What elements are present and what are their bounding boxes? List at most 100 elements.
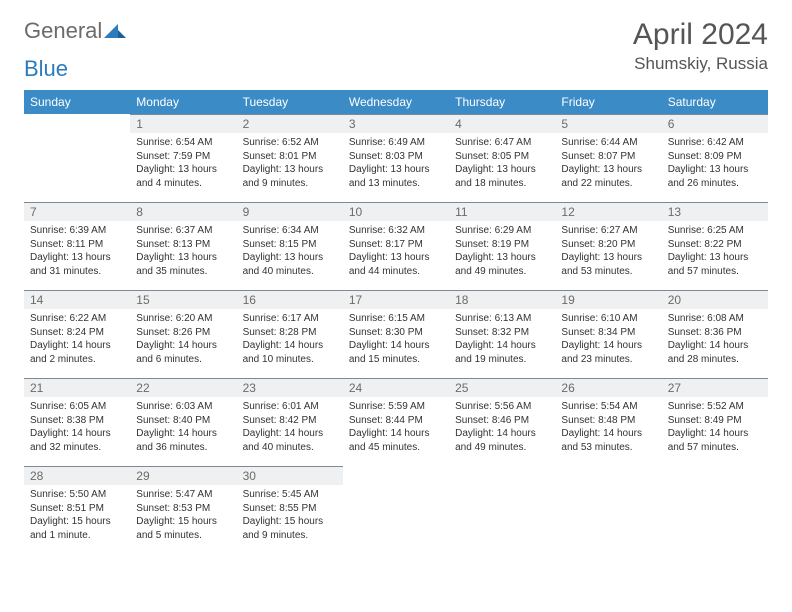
calendar-table: SundayMondayTuesdayWednesdayThursdayFrid… [24, 90, 768, 554]
day-details: Sunrise: 6:05 AMSunset: 8:38 PMDaylight:… [24, 397, 130, 460]
calendar-cell: 2Sunrise: 6:52 AMSunset: 8:01 PMDaylight… [237, 114, 343, 202]
day-number: 21 [24, 378, 130, 397]
dow-header: Thursday [449, 90, 555, 114]
calendar-cell: 22Sunrise: 6:03 AMSunset: 8:40 PMDayligh… [130, 378, 236, 466]
day-details: Sunrise: 6:10 AMSunset: 8:34 PMDaylight:… [555, 309, 661, 372]
day-details: Sunrise: 6:29 AMSunset: 8:19 PMDaylight:… [449, 221, 555, 284]
day-details: Sunrise: 6:27 AMSunset: 8:20 PMDaylight:… [555, 221, 661, 284]
day-number: 24 [343, 378, 449, 397]
day-number: 1 [130, 114, 236, 133]
day-number: 17 [343, 290, 449, 309]
dow-header: Monday [130, 90, 236, 114]
calendar-cell: 6Sunrise: 6:42 AMSunset: 8:09 PMDaylight… [662, 114, 768, 202]
day-number: 14 [24, 290, 130, 309]
calendar-cell: 1Sunrise: 6:54 AMSunset: 7:59 PMDaylight… [130, 114, 236, 202]
calendar-cell [662, 466, 768, 554]
calendar-cell: 16Sunrise: 6:17 AMSunset: 8:28 PMDayligh… [237, 290, 343, 378]
calendar-cell: 3Sunrise: 6:49 AMSunset: 8:03 PMDaylight… [343, 114, 449, 202]
day-details: Sunrise: 6:25 AMSunset: 8:22 PMDaylight:… [662, 221, 768, 284]
day-details: Sunrise: 6:15 AMSunset: 8:30 PMDaylight:… [343, 309, 449, 372]
day-details: Sunrise: 6:42 AMSunset: 8:09 PMDaylight:… [662, 133, 768, 196]
location: Shumskiy, Russia [633, 54, 768, 74]
day-number: 8 [130, 202, 236, 221]
calendar-cell: 13Sunrise: 6:25 AMSunset: 8:22 PMDayligh… [662, 202, 768, 290]
calendar-cell: 26Sunrise: 5:54 AMSunset: 8:48 PMDayligh… [555, 378, 661, 466]
day-details: Sunrise: 6:08 AMSunset: 8:36 PMDaylight:… [662, 309, 768, 372]
calendar-cell: 29Sunrise: 5:47 AMSunset: 8:53 PMDayligh… [130, 466, 236, 554]
calendar-cell: 30Sunrise: 5:45 AMSunset: 8:55 PMDayligh… [237, 466, 343, 554]
calendar-cell [343, 466, 449, 554]
day-number: 28 [24, 466, 130, 485]
day-details: Sunrise: 6:39 AMSunset: 8:11 PMDaylight:… [24, 221, 130, 284]
day-details: Sunrise: 6:01 AMSunset: 8:42 PMDaylight:… [237, 397, 343, 460]
day-details: Sunrise: 6:22 AMSunset: 8:24 PMDaylight:… [24, 309, 130, 372]
day-details: Sunrise: 6:34 AMSunset: 8:15 PMDaylight:… [237, 221, 343, 284]
day-details: Sunrise: 6:44 AMSunset: 8:07 PMDaylight:… [555, 133, 661, 196]
calendar-cell [555, 466, 661, 554]
day-details: Sunrise: 5:45 AMSunset: 8:55 PMDaylight:… [237, 485, 343, 548]
calendar-cell: 15Sunrise: 6:20 AMSunset: 8:26 PMDayligh… [130, 290, 236, 378]
day-number: 19 [555, 290, 661, 309]
calendar-page: General April 2024 Shumskiy, Russia Blue… [0, 0, 792, 572]
calendar-cell: 25Sunrise: 5:56 AMSunset: 8:46 PMDayligh… [449, 378, 555, 466]
calendar-cell: 19Sunrise: 6:10 AMSunset: 8:34 PMDayligh… [555, 290, 661, 378]
calendar-cell: 12Sunrise: 6:27 AMSunset: 8:20 PMDayligh… [555, 202, 661, 290]
day-details: Sunrise: 5:54 AMSunset: 8:48 PMDaylight:… [555, 397, 661, 460]
calendar-cell: 21Sunrise: 6:05 AMSunset: 8:38 PMDayligh… [24, 378, 130, 466]
day-number: 26 [555, 378, 661, 397]
calendar-week-row: 21Sunrise: 6:05 AMSunset: 8:38 PMDayligh… [24, 378, 768, 466]
calendar-header-row: SundayMondayTuesdayWednesdayThursdayFrid… [24, 90, 768, 114]
day-number: 27 [662, 378, 768, 397]
day-number: 3 [343, 114, 449, 133]
dow-header: Tuesday [237, 90, 343, 114]
calendar-cell: 14Sunrise: 6:22 AMSunset: 8:24 PMDayligh… [24, 290, 130, 378]
logo-text-blue: Blue [24, 56, 68, 81]
day-details: Sunrise: 6:13 AMSunset: 8:32 PMDaylight:… [449, 309, 555, 372]
calendar-cell: 24Sunrise: 5:59 AMSunset: 8:44 PMDayligh… [343, 378, 449, 466]
calendar-cell: 7Sunrise: 6:39 AMSunset: 8:11 PMDaylight… [24, 202, 130, 290]
dow-header: Saturday [662, 90, 768, 114]
title-block: April 2024 Shumskiy, Russia [633, 18, 768, 74]
day-number: 16 [237, 290, 343, 309]
day-details: Sunrise: 6:03 AMSunset: 8:40 PMDaylight:… [130, 397, 236, 460]
month-title: April 2024 [633, 18, 768, 52]
calendar-cell: 10Sunrise: 6:32 AMSunset: 8:17 PMDayligh… [343, 202, 449, 290]
calendar-week-row: 7Sunrise: 6:39 AMSunset: 8:11 PMDaylight… [24, 202, 768, 290]
day-number: 22 [130, 378, 236, 397]
day-details: Sunrise: 6:47 AMSunset: 8:05 PMDaylight:… [449, 133, 555, 196]
day-number: 15 [130, 290, 236, 309]
day-number: 25 [449, 378, 555, 397]
calendar-cell: 11Sunrise: 6:29 AMSunset: 8:19 PMDayligh… [449, 202, 555, 290]
calendar-cell [449, 466, 555, 554]
day-details: Sunrise: 5:56 AMSunset: 8:46 PMDaylight:… [449, 397, 555, 460]
calendar-cell: 9Sunrise: 6:34 AMSunset: 8:15 PMDaylight… [237, 202, 343, 290]
logo-text-general: General [24, 18, 102, 44]
day-details: Sunrise: 5:52 AMSunset: 8:49 PMDaylight:… [662, 397, 768, 460]
dow-header: Wednesday [343, 90, 449, 114]
day-details: Sunrise: 6:49 AMSunset: 8:03 PMDaylight:… [343, 133, 449, 196]
day-details: Sunrise: 6:52 AMSunset: 8:01 PMDaylight:… [237, 133, 343, 196]
day-details: Sunrise: 5:59 AMSunset: 8:44 PMDaylight:… [343, 397, 449, 460]
calendar-cell: 5Sunrise: 6:44 AMSunset: 8:07 PMDaylight… [555, 114, 661, 202]
day-details: Sunrise: 6:20 AMSunset: 8:26 PMDaylight:… [130, 309, 236, 372]
day-number: 12 [555, 202, 661, 221]
day-details: Sunrise: 6:17 AMSunset: 8:28 PMDaylight:… [237, 309, 343, 372]
day-number: 30 [237, 466, 343, 485]
day-number: 7 [24, 202, 130, 221]
day-number: 13 [662, 202, 768, 221]
day-number: 20 [662, 290, 768, 309]
day-number: 9 [237, 202, 343, 221]
calendar-week-row: 14Sunrise: 6:22 AMSunset: 8:24 PMDayligh… [24, 290, 768, 378]
calendar-cell: 23Sunrise: 6:01 AMSunset: 8:42 PMDayligh… [237, 378, 343, 466]
calendar-body: 1Sunrise: 6:54 AMSunset: 7:59 PMDaylight… [24, 114, 768, 554]
day-number: 18 [449, 290, 555, 309]
day-number: 23 [237, 378, 343, 397]
day-number: 2 [237, 114, 343, 133]
day-number: 6 [662, 114, 768, 133]
calendar-cell: 20Sunrise: 6:08 AMSunset: 8:36 PMDayligh… [662, 290, 768, 378]
calendar-week-row: 1Sunrise: 6:54 AMSunset: 7:59 PMDaylight… [24, 114, 768, 202]
calendar-cell: 17Sunrise: 6:15 AMSunset: 8:30 PMDayligh… [343, 290, 449, 378]
calendar-cell: 8Sunrise: 6:37 AMSunset: 8:13 PMDaylight… [130, 202, 236, 290]
day-details: Sunrise: 6:37 AMSunset: 8:13 PMDaylight:… [130, 221, 236, 284]
calendar-week-row: 28Sunrise: 5:50 AMSunset: 8:51 PMDayligh… [24, 466, 768, 554]
